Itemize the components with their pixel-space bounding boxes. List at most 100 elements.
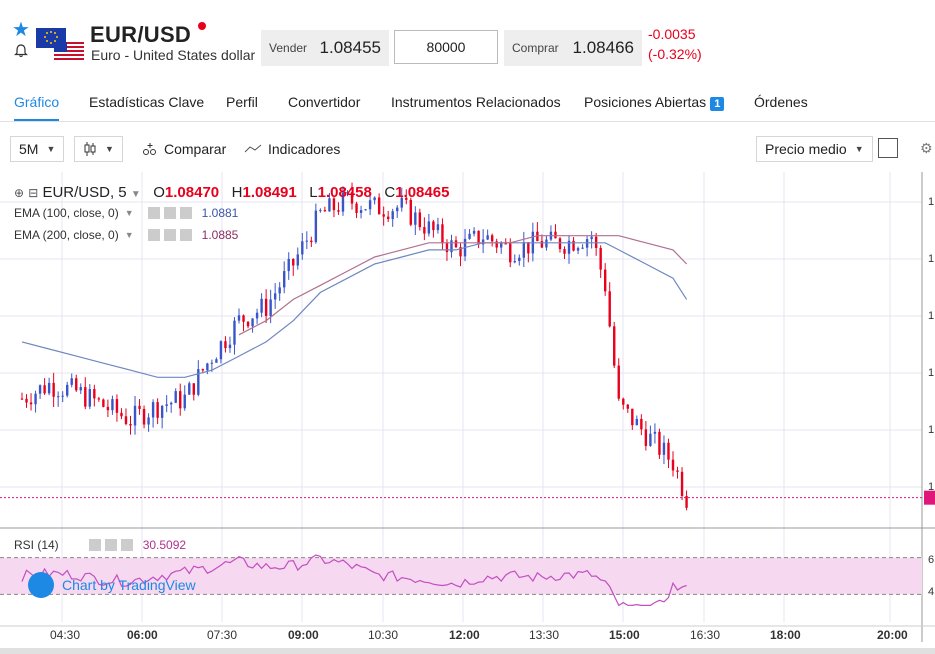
chart-type-select[interactable]: ▼ [74,136,123,162]
buy-button[interactable]: Comprar 1.08466 [504,30,642,66]
candle-body [102,399,105,407]
candle-body [52,382,55,397]
quantity-input[interactable]: 80000 [394,30,498,64]
tab-convertidor[interactable]: Convertidor [288,94,361,110]
horizontal-scrollbar[interactable] [0,648,935,654]
tab-perfil[interactable]: Perfil [226,94,258,110]
price-mode-select[interactable]: Precio medio ▼ [756,136,873,162]
x-tick: 04:30 [50,628,81,642]
chevron-icon[interactable]: ⊕ [14,186,25,200]
candle-body [233,320,236,345]
bell-icon[interactable] [14,44,28,58]
tab-ordenes[interactable]: Órdenes [754,94,808,110]
chevron-down-icon[interactable]: ▼ [124,230,134,240]
candle-body [43,385,46,394]
candle-body [509,243,512,263]
rsi-legend: RSI (14) 30.5092 [14,538,186,552]
candle-body [138,405,141,409]
candle-body [174,391,177,403]
candle-body [373,197,376,201]
chevron-down-icon: ▼ [105,144,114,154]
candle-body [165,404,168,406]
candle-body [151,402,155,418]
candle-body [631,408,634,426]
compare-button[interactable]: Comparar [142,136,226,162]
y-tick: 1 [928,196,935,208]
candle-body [359,210,363,213]
candle-body [423,227,426,234]
favorite-star-icon[interactable]: ★ [12,19,30,41]
candle-body [486,235,489,240]
instrument-header: ★ EUR/USD Euro - United States dollar Ve… [0,0,935,80]
candle-body [396,207,399,212]
candle-body [400,197,403,208]
candle-body [133,405,137,426]
price-mode-value: Precio medio [765,141,847,157]
ohlc-legend: ⊕ ⊟ EUR/USD, 5 ▼ O1.08470 H1.08491 L1.08… [14,184,449,201]
chart-toolbar: 5M ▼ ▼ Comparar Indicadores Precio medio ▼ [0,132,935,166]
candle-body [386,216,390,220]
chevron-down-icon[interactable]: ▼ [124,208,134,218]
candle-body [47,382,51,394]
chevron-down-icon[interactable]: ▼ [130,189,141,200]
last-price-marker [924,490,935,505]
candle-body [405,197,408,200]
eye-icon[interactable] [88,539,101,551]
fullscreen-checkbox[interactable] [878,138,898,158]
gear-icon[interactable] [104,539,117,551]
candle-body [319,210,322,212]
candle-body [540,241,544,248]
pair-description: Euro - United States dollar [91,47,256,63]
tradingview-watermark[interactable]: Chart by TradingView [28,572,196,598]
candle-body [20,398,24,400]
gear-icon[interactable] [163,229,176,241]
interval-select[interactable]: 5M ▼ [10,136,65,162]
gear-icon[interactable] [163,207,176,219]
candle-body [251,318,254,327]
tab-posiciones-abiertas[interactable]: Posiciones Abiertas 1 [584,94,725,121]
indicators-button[interactable]: Indicadores [244,136,340,162]
x-tick: 16:30 [690,628,721,642]
close-icon[interactable] [120,539,133,551]
x-tick: 10:30 [368,628,399,642]
market-status-dot [198,22,206,30]
candle-body [382,214,385,217]
minus-box-icon[interactable]: ⊟ [28,186,39,200]
candle-body [414,212,417,225]
sell-label: Vender [269,41,308,55]
tab-estadisticas-clave[interactable]: Estadísticas Clave [89,94,205,110]
candle-body [576,248,580,251]
candle-body [495,241,498,248]
candle-body [246,321,250,327]
open-label: O [153,184,165,201]
tab-grafico[interactable]: Gráfico [14,94,60,121]
candle-body [75,378,78,391]
symbol-label: EUR/USD, 5 [42,184,127,201]
chart-panel[interactable]: ⊕ ⊟ EUR/USD, 5 ▼ O1.08470 H1.08491 L1.08… [0,172,935,654]
candle-body [432,221,435,231]
close-icon[interactable] [179,229,192,241]
pair-title: EUR/USD [90,22,192,47]
candle-body [680,471,684,497]
candle-body [364,209,367,211]
candle-body [572,240,575,251]
candle-body [260,298,263,313]
candle-body [255,312,259,319]
candle-body [436,224,440,231]
compare-label: Comparar [164,141,227,157]
tab-instrumentos-relacionados[interactable]: Instrumentos Relacionados [391,94,561,110]
candle-body [88,389,92,407]
candle-body [450,240,453,253]
buy-label: Comprar [512,41,559,55]
candle-body [156,402,159,418]
eye-icon[interactable] [147,207,160,219]
candle-body [346,192,349,194]
gear-icon[interactable]: ⚙ [920,140,933,156]
candle-body [377,197,381,215]
close-icon[interactable] [179,207,192,219]
eye-icon[interactable] [147,229,160,241]
high-label: H [231,184,243,201]
sell-button[interactable]: Vender 1.08455 [261,30,389,66]
price-chart-svg[interactable] [0,172,935,654]
